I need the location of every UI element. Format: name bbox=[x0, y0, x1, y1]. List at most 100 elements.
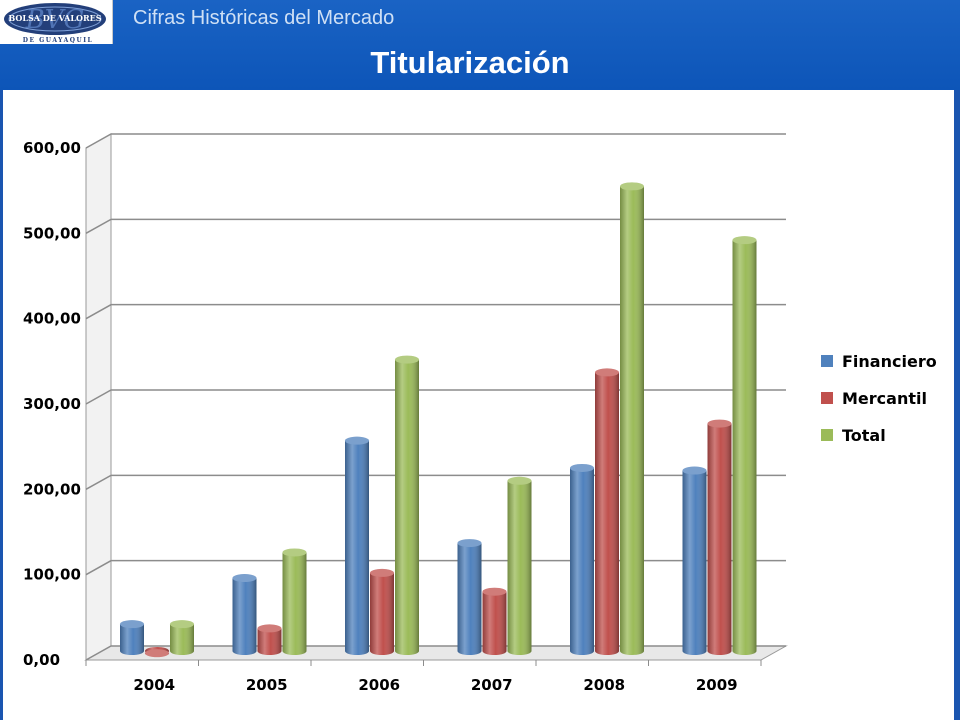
bar-financiero-2007 bbox=[457, 539, 482, 655]
bar-cap-highlight bbox=[482, 587, 507, 596]
section-subtitle: Cifras Históricas del Mercado bbox=[133, 7, 395, 29]
bar-cap bbox=[395, 355, 419, 364]
bar-cap bbox=[682, 466, 707, 475]
bar-base-shade bbox=[345, 647, 369, 655]
gridline bbox=[85, 645, 786, 661]
bar-cap-highlight bbox=[595, 368, 619, 377]
logo-monogram: BVG bbox=[25, 5, 85, 35]
bar-cap-highlight bbox=[145, 649, 169, 658]
bar-base-shade bbox=[170, 647, 194, 655]
bar-base-shade bbox=[370, 647, 394, 655]
logo-ring bbox=[8, 6, 102, 32]
bar-cap-highlight bbox=[282, 548, 307, 557]
bar-total-2007 bbox=[507, 476, 532, 655]
bar-base-shade bbox=[620, 647, 644, 655]
bar-cap-highlight bbox=[345, 436, 369, 445]
bar-mercantil-2006 bbox=[370, 568, 394, 655]
bar-shade bbox=[482, 591, 507, 651]
bar-cap bbox=[370, 568, 394, 577]
bar-cap-highlight bbox=[732, 236, 757, 245]
bar-financiero-2006 bbox=[345, 436, 369, 655]
bar-cap bbox=[232, 574, 257, 583]
x-tick-label: 2006 bbox=[358, 676, 400, 694]
gridline bbox=[85, 474, 786, 490]
y-tick-label: 0,00 bbox=[23, 651, 60, 669]
bar-mercantil-2004 bbox=[145, 647, 169, 658]
bar-shade bbox=[457, 543, 482, 651]
logo-text-top: BOLSA DE VALORES bbox=[8, 13, 101, 23]
legend-swatch-mercantil bbox=[821, 392, 833, 404]
bar-cap-highlight bbox=[170, 620, 194, 629]
bar-total-2005 bbox=[282, 548, 307, 655]
bar-cap bbox=[570, 463, 594, 472]
bar-mercantil-2008 bbox=[595, 368, 619, 655]
bar-chart: 0,00 100,00 200,00 300,00 400,00 500,00 600,00… bbox=[23, 133, 937, 694]
bar-mercantil-2009 bbox=[707, 419, 732, 655]
bar-financiero-2004 bbox=[120, 620, 144, 655]
bar-mercantil-2005 bbox=[257, 624, 282, 655]
bar-total-2009 bbox=[732, 236, 757, 655]
bar-cap-highlight bbox=[620, 182, 644, 191]
x-tick-label: 2004 bbox=[133, 676, 175, 694]
bar-cap bbox=[507, 476, 532, 485]
bar-base-shade bbox=[395, 647, 419, 655]
bar-base-shade bbox=[707, 647, 732, 655]
bar-shade bbox=[395, 359, 419, 651]
bar-shade bbox=[282, 552, 307, 651]
chart-area: 0,00 100,00 200,00 300,00 400,00 500,00 600,00… bbox=[3, 90, 954, 717]
frame-right-border bbox=[954, 90, 960, 720]
legend-swatch-financiero bbox=[821, 355, 833, 367]
bar-shade bbox=[595, 372, 619, 651]
legend-label-mercantil: Mercantil bbox=[842, 389, 927, 408]
gridline bbox=[85, 303, 786, 320]
bolsa-logo: BVG BOLSA DE VALORES DE GUAYAQUIL bbox=[0, 0, 113, 44]
bar-financiero-2009 bbox=[682, 466, 707, 655]
frame-left-border bbox=[0, 90, 3, 720]
bar-cap-highlight bbox=[507, 476, 532, 485]
bar-shade bbox=[507, 480, 532, 651]
bar-base-shade bbox=[682, 647, 707, 655]
bar-mercantil-2007 bbox=[482, 587, 507, 655]
bar-cap bbox=[282, 548, 307, 557]
bar-cap bbox=[345, 436, 369, 445]
y-tick-label: 500,00 bbox=[23, 224, 81, 242]
bar-shade bbox=[620, 186, 644, 651]
logo-text-bottom: DE GUAYAQUIL bbox=[23, 37, 93, 44]
y-tick-label: 300,00 bbox=[23, 395, 81, 413]
bar-cap-highlight bbox=[395, 355, 419, 364]
bar-shade bbox=[232, 578, 257, 651]
logo-graphic: BVG BOLSA DE VALORES DE GUAYAQUIL bbox=[4, 3, 106, 44]
y-tick-label: 200,00 bbox=[23, 480, 81, 498]
x-tick-label: 2009 bbox=[696, 676, 738, 694]
bar-cap bbox=[170, 620, 194, 629]
bar-cap bbox=[120, 620, 144, 629]
bar-financiero-2005 bbox=[232, 574, 257, 655]
bar-cap bbox=[257, 624, 282, 633]
bar-base-shade bbox=[457, 647, 482, 655]
bar-shade bbox=[170, 624, 194, 651]
bar-cap bbox=[707, 419, 732, 428]
x-tick-label: 2007 bbox=[471, 676, 513, 694]
bar-cap-highlight bbox=[457, 539, 482, 548]
page-title: Titularización bbox=[370, 45, 570, 80]
bar-base-shade bbox=[282, 647, 307, 655]
bar-cap bbox=[457, 539, 482, 548]
y-tick-label: 400,00 bbox=[23, 310, 81, 328]
bar-shade bbox=[120, 624, 144, 651]
bar-base-shade bbox=[570, 647, 594, 655]
bar-cap bbox=[620, 182, 644, 191]
bar-cap-highlight bbox=[120, 620, 144, 629]
bar-shade bbox=[257, 628, 282, 651]
bar-shade bbox=[732, 240, 757, 651]
bar-shade bbox=[707, 423, 732, 651]
bar-total-2008 bbox=[620, 182, 644, 655]
bar-total-2004 bbox=[170, 620, 194, 655]
bar-cap bbox=[595, 368, 619, 377]
x-tick-label: 2008 bbox=[583, 676, 625, 694]
bar-cap bbox=[732, 236, 757, 245]
y-tick-label: 100,00 bbox=[23, 566, 81, 584]
gridline bbox=[85, 559, 786, 576]
gridline bbox=[85, 133, 786, 149]
bar-base-shade bbox=[120, 647, 144, 655]
x-tick-label: 2005 bbox=[246, 676, 288, 694]
